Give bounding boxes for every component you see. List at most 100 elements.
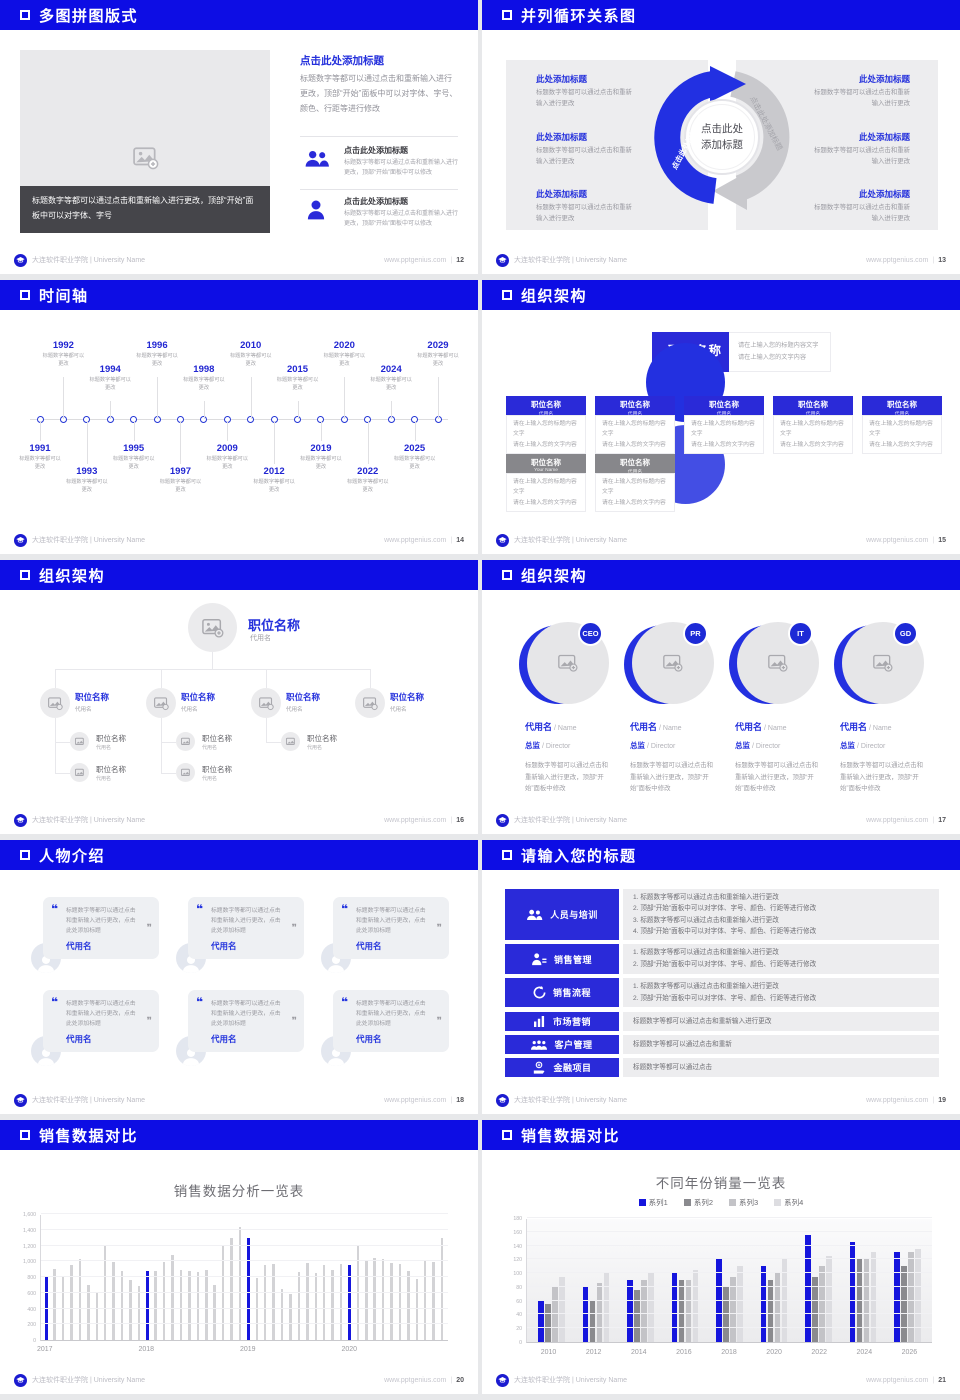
timeline-connector [320,421,322,441]
bar [103,1245,107,1340]
timeline-year: 2019 [310,443,332,454]
bar [634,1290,640,1342]
timeline-canvas: 1991 标题数字等都可以更改 1992 标题数字等都可以更改 1993 标题数字等都可以… [0,280,478,554]
timeline-year: 2025 [404,443,426,454]
org-box: 职位名称 代用名 请在上输入您的标题内容文字 请在上输入您的文字内容 [595,396,675,455]
page-number: 20 [456,1376,464,1384]
y-tick-label: 80 [516,1284,522,1291]
open-quote-icon: ❝ [196,902,204,916]
legend-item: 系列4 [774,1197,803,1208]
slide-14-timeline: 时间轴 1991 标题数字等都可以更改 1992 标题数字等都可以更改 1993 标题数字… [0,280,478,554]
page-number: 14 [456,536,464,544]
timeline-connector [367,421,369,464]
gridline [41,1260,448,1262]
list-item: 此处添加标题 标题数字等都可以通过点击和重新输入进行更改 [814,189,910,222]
y-tick-label: 100 [513,1271,522,1278]
bar [901,1266,907,1342]
org-sub-node: 职位名称 代用名 [96,734,126,751]
timeline-connector [344,377,346,419]
bar [767,1280,774,1342]
market-chart-icon [533,1016,545,1027]
university-logo-icon [496,1373,509,1387]
org-sub-avatar [281,732,300,751]
bar [196,1271,200,1340]
bar [432,1261,435,1340]
bar [390,1263,393,1340]
chart-2017-2020: 0 200 400 600 800 1,000 1,200 1,400 1,600 2017 201… [0,1120,478,1394]
sales-process-icon [533,986,546,999]
timeline-year: 2009 [216,443,238,454]
divider [300,189,458,190]
bar [247,1238,250,1340]
quote-card: ❝ 标题数字等都可以通过点击和重新输入进行更改，点击此处添加标题 ❞ 代用名 [43,990,159,1052]
timeline-year: 2029 [427,340,449,351]
agenda-button-sales-process[interactable]: 销售流程 [505,978,619,1007]
y-tick-label: 0 [33,1338,36,1344]
org-box: 职位名称 代用名 请在上输入您的标题内容文字 请在上输入您的文字内容 [506,396,586,455]
timeline-year: 1996 [146,340,168,351]
chart-title: 销售数据分析一览表 [173,1184,305,1199]
bar [365,1260,368,1340]
bar [849,1242,856,1342]
slide-title: 组织架构 [521,567,588,585]
member-photo: GD [834,621,924,704]
slide-header: 人物介绍 [0,840,478,870]
bar [819,1266,825,1342]
bar [306,1263,309,1340]
timeline-note: 标题数字等都可以更改 [253,479,295,493]
agenda-button-customers[interactable]: 客户管理 [505,1035,619,1054]
timeline-entry: 2025 标题数字等都可以更改 [392,443,438,472]
list-item: 点击此处添加标题 标题数字等都可以通过点击和重新输入进行更改，顶部“开始”面板中… [344,146,459,177]
slide-footer: 大连软件职业学院 | University Name www.pptgenius.… [14,533,464,547]
gridline [41,1213,448,1214]
timeline-note: 标题数字等都可以更改 [206,456,249,470]
slide-footer: 大连软件职业学院 | University Name www.pptgenius.… [496,533,946,547]
page-number: 12 [456,256,464,264]
university-logo-icon [496,253,509,267]
square-outline-icon [20,290,30,300]
org-node: 职位名称 代用名 [181,692,216,713]
university-logo-icon [496,1093,509,1107]
plot-area [526,1217,932,1343]
member-card: PR 代用名 / Name 总监 / Director 标题数字等都可以通过点击和重… [624,621,722,795]
timeline-note: 标题数字等都可以更改 [417,353,459,367]
legend-swatch [683,1199,691,1206]
bar [559,1276,565,1342]
chart-by-year: 系列1 系列2 系列3 系列4 2010 2012 2014 2016 2018 2020 202… [482,1120,960,1394]
cycle-diagram: 点击此处添加标题 点击此处添加标题 [654,66,790,210]
agenda-button-finance[interactable]: 金融项目 [505,1058,619,1077]
bar [381,1259,385,1340]
org-avatar [251,688,281,718]
role-badge: GD [893,621,918,646]
y-tick-label: 20 [516,1326,522,1333]
agenda-button-people-training[interactable]: 人员与培训 [505,889,619,940]
bar-group [671,1269,699,1342]
bar [331,1269,334,1340]
university-logo-icon [14,253,27,267]
slide-title: 组织架构 [39,567,106,585]
y-tick-label: 1,000 [23,1259,36,1266]
y-tick-label: 800 [27,1275,36,1281]
slide-20-sales-chart: 销售数据对比 销售数据分析一览表 0 200 400 600 800 1,000 1,200… [0,1120,478,1394]
timeline-entry: 1994 标题数字等都可以更改 [87,364,133,393]
close-quote-icon: ❞ [146,923,152,934]
bar [716,1259,722,1342]
timeline-year: 2012 [263,466,285,477]
agenda-panel: 标题数字等都可以通过点击和重新输入进行更改 [623,1012,939,1031]
slide-title: 多图拼图版式 [39,7,139,25]
bar [255,1277,259,1340]
x-tick-label: 2014 [630,1349,647,1356]
agenda-button-marketing[interactable]: 市场营销 [505,1012,619,1031]
gridline [527,1299,932,1301]
gridline [527,1313,932,1315]
timeline-connector [227,421,229,441]
agenda-button-sales-management[interactable]: 销售管理 [505,944,619,974]
university-logo-icon [14,533,27,547]
org-sub-avatar [70,763,89,782]
org-box: 职位名称 代用名 请在上输入您的标题内容文字 请在上输入您的文字内容 [684,396,764,455]
gridline [527,1230,932,1232]
legend-swatch [729,1199,736,1206]
timeline-entry: 1992 标题数字等都可以更改 [40,340,86,369]
timeline-entry: 1991 标题数字等都可以更改 [17,443,63,472]
page-number: 21 [938,1376,946,1384]
